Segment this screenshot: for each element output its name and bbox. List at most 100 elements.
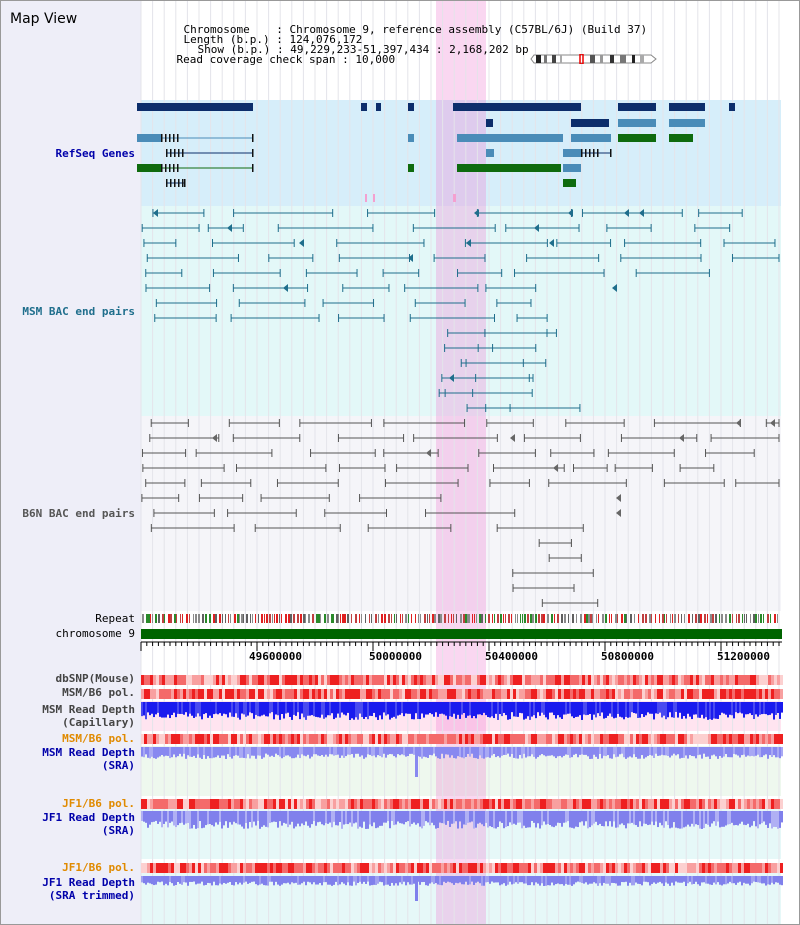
jf1-b6-pol-strip-2 [342,863,345,873]
dbsnp-strip [564,675,567,685]
repeat-element [152,614,153,623]
msm-b6-pol-strip-2 [450,734,453,744]
repeat-element [692,614,693,623]
dbsnp-strip [243,675,246,685]
jf1-depth-sra-bar [159,811,161,822]
msm-b6-pol-strip-2 [276,734,279,744]
jf1-depth-sra-bar [321,811,323,825]
dbsnp-strip [717,675,720,685]
jf1-b6-pol-strip [690,799,693,809]
msm-depth-sra-bar [663,747,665,756]
msm-depth-capillary-bar [585,702,587,716]
jf1-depth-sra-bar [273,811,275,822]
jf1-depth-trim-bar [209,876,211,884]
msm-depth-capillary-bar [467,702,469,716]
jf1-depth-trim-bar [229,876,231,882]
refseq-gene-block [669,103,705,111]
dbsnp-strip [702,675,705,685]
jf1-b6-pol-strip [561,799,564,809]
msm-depth-sra-bar [557,747,559,757]
msm-depth-capillary-bar [491,702,493,717]
jf1-depth-trim-bar [603,876,605,883]
msm-depth-capillary-bar [359,702,361,714]
dbsnp-strip [618,675,621,685]
msm-b6-pol-strip [363,689,366,699]
axis-tick-label: 51200000 [717,650,770,663]
repeat-element [193,614,194,623]
msm-depth-sra-bar [549,747,551,756]
jf1-depth-sra-bar [583,811,585,826]
jf1-depth-trim-bar [775,876,777,883]
dbsnp-strip [486,675,489,685]
jf1-depth-trim-bar [347,876,349,883]
jf1-depth-trim-bar [143,876,145,884]
jf1-depth-sra-bar [605,811,607,822]
msm-b6-pol-strip-2 [429,734,432,744]
jf1-b6-pol-strip [648,799,651,809]
repeat-element [678,614,679,623]
repeat-element [434,614,436,623]
msm-b6-pol-strip-2 [633,734,636,744]
jf1-b6-pol-strip-2 [489,863,492,873]
repeat-element [655,614,656,623]
msm-depth-sra-bar [769,747,771,756]
refseq-exon-tick [581,149,583,157]
msm-b6-pol-strip [183,689,186,699]
msm-b6-pol-strip-2 [441,734,444,744]
msm-depth-capillary-bar [747,702,749,715]
repeat-element [774,614,776,623]
jf1-depth-sra-bar [699,811,701,829]
jf1-depth-trim-bar [561,876,563,885]
jf1-depth-sra-bar [473,811,475,829]
jf1-b6-pol-strip-2 [306,863,309,873]
msm-b6-pol-strip-2 [606,734,609,744]
msm-depth-sra-bar [337,747,339,755]
jf1-depth-trim-bar [645,876,647,882]
jf1-depth-trim-bar [625,876,627,882]
dbsnp-strip [474,675,477,685]
msm-depth-sra-bar [283,747,285,758]
chromosome-ideogram[interactable] [530,54,658,64]
dbsnp-strip [708,675,711,685]
msm-depth-capillary-bar [335,702,337,718]
msm-depth-capillary-bar [609,702,611,714]
jf1-b6-pol-strip-2 [471,863,474,873]
msm-b6-pol-strip-2 [519,734,522,744]
repeat-element [485,614,486,623]
jf1-depth-trim-bar [275,876,277,882]
jf1-b6-pol-strip-2 [156,863,159,873]
msm-depth-capillary-bar [591,702,593,720]
msm-depth-sra-bar [499,747,501,758]
msm-depth-capillary-bar [221,702,223,716]
msm-b6-pol-strip [684,689,687,699]
jf1-depth-trim-bar [337,876,339,886]
jf1-depth-trim-bar [735,876,737,885]
msm-depth-sra-bar [335,747,337,756]
msm-b6-pol-strip [765,689,768,699]
jf1-depth-sra-bar [185,811,187,824]
msm-depth-sra-bar [463,747,465,759]
msm-depth-capillary-bar [465,702,467,718]
jf1-depth-sra-bar [193,811,195,825]
repeat-element [189,614,190,623]
msm-depth-sra-bar [229,747,231,757]
jf1-b6-pol-strip [699,799,702,809]
jf1-depth-sra-bar [333,811,335,822]
msm-b6-pol-strip [495,689,498,699]
msm-b6-pol-strip [471,689,474,699]
msm-depth-capillary-bar [269,702,271,714]
dbsnp-strip [249,675,252,685]
jf1-b6-pol-strip-2 [168,863,171,873]
msm-depth-capillary-bar [735,702,737,713]
msm-depth-capillary-bar [615,702,617,718]
msm-b6-pol-strip [696,689,699,699]
jf1-b6-pol-strip [234,799,237,809]
msm-bac-end-marker [283,284,288,292]
msm-depth-capillary-bar [741,702,743,714]
jf1-b6-pol-strip-2 [192,863,195,873]
jf1-b6-pol-strip [468,799,471,809]
msm-depth-sra-bar [443,747,445,759]
jf1-b6-pol-strip-2 [327,863,330,873]
jf1-b6-pol-strip [171,799,174,809]
